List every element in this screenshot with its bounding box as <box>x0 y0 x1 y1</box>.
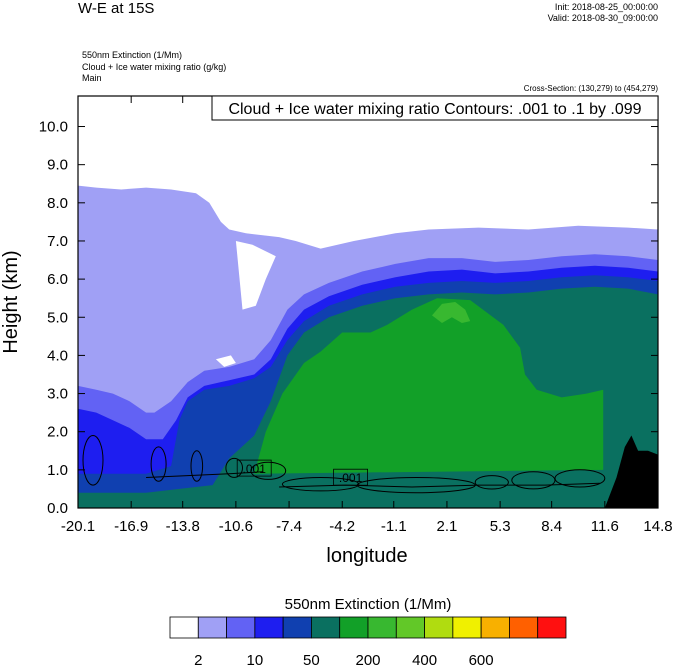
extinction-level-6 <box>254 298 604 474</box>
y-tick-label: 9.0 <box>47 157 68 174</box>
colorbar-swatch <box>282 616 312 639</box>
contour-ring-2 <box>150 446 167 482</box>
contour-ring-4 <box>225 457 243 478</box>
y-axis-ticks: 0.0 1.0 2.0 3.0 4.0 5.0 6.0 7.0 8.0 9.0 10.0 <box>39 119 658 517</box>
contour-label: .001 <box>243 462 267 476</box>
colorbar-swatch <box>424 616 454 639</box>
colorbar-tick-label: 2 <box>194 652 202 667</box>
y-tick-label: 10.0 <box>39 119 68 136</box>
contour-label-box <box>236 459 272 477</box>
colorbar-swatch <box>226 616 256 639</box>
colorbar-swatch <box>452 616 482 639</box>
y-axis-label: Height (km) <box>0 250 22 353</box>
y-tick-label: 4.0 <box>47 347 68 364</box>
x-tick-label: 14.8 <box>643 518 672 535</box>
x-tick-label: -16.9 <box>114 518 148 535</box>
init-time: Init: 2018-08-25_00:00:00 <box>555 2 658 12</box>
contour-annotation-box <box>211 95 659 121</box>
clear-region-2 <box>215 355 236 367</box>
contour-label-box <box>333 468 369 486</box>
colorbar-tick-label: 50 <box>303 652 320 667</box>
colorbar-tick-label: 10 <box>247 652 264 667</box>
x-tick-label: -7.4 <box>276 518 302 535</box>
contour-ring-6 <box>281 477 360 492</box>
extinction-fills <box>78 185 658 508</box>
colorbar-tick-label: 600 <box>469 652 494 667</box>
contour-labels: .001 .001 <box>236 459 369 486</box>
colorbar-swatch <box>254 616 284 639</box>
y-tick-label: 6.0 <box>47 271 68 288</box>
y-tick-label: 5.0 <box>47 309 68 326</box>
y-tick-label: 7.0 <box>47 233 68 250</box>
contour-line-1 <box>146 471 263 478</box>
x-tick-label: 11.6 <box>591 518 619 535</box>
field-label-mixing-ratio: Cloud + Ice water mixing ratio (g/kg) <box>82 62 226 72</box>
x-axis-label: longitude <box>326 545 407 567</box>
x-tick-label: 5.3 <box>490 518 511 535</box>
y-tick-label: 1.0 <box>47 462 68 479</box>
colorbar-tick-label: 400 <box>412 652 437 667</box>
colorbar-swatch <box>339 616 369 639</box>
contour-ring-10 <box>554 469 606 488</box>
valid-time: Valid: 2018-08-30_09:00:00 <box>548 13 658 23</box>
x-tick-label: -13.8 <box>166 518 200 535</box>
y-tick-label: 8.0 <box>47 195 68 212</box>
colorbar-tick-label: 200 <box>355 652 380 667</box>
plot-area: .001 .001 -20.1 -16.9 -13.8 -10.6 -7.4 -4.2 -1.… <box>39 95 673 535</box>
x-tick-label: 2.1 <box>437 518 458 535</box>
contour-annotation: Cloud + Ice water mixing ratio Contours:… <box>228 101 641 118</box>
colorbar-swatch <box>311 616 341 639</box>
colorbar-swatch <box>509 616 539 639</box>
colorbar-tick-labels: 2 10 50 200 400 600 <box>194 652 493 667</box>
y-tick-label: 3.0 <box>47 386 68 403</box>
colorbar <box>169 616 567 639</box>
contour-label: .001 <box>339 471 363 485</box>
y-tick-label: 0.0 <box>47 500 68 517</box>
contour-ring-1 <box>82 435 104 486</box>
field-label-main: Main <box>82 73 102 83</box>
x-axis-ticks: -20.1 -16.9 -13.8 -10.6 -7.4 -4.2 -1.1 2.1 5.3 8.… <box>61 96 673 535</box>
colorbar-swatch <box>395 616 425 639</box>
x-tick-label: -20.1 <box>61 518 95 535</box>
colorbar-swatch <box>480 616 510 639</box>
colorbar-swatch <box>169 616 199 639</box>
colorbar-swatch <box>537 616 567 639</box>
x-tick-label: -1.1 <box>381 518 407 535</box>
cross-section-label: Cross-Section: (130,279) to (454,279) <box>524 84 659 93</box>
colorbar-swatch <box>197 616 227 639</box>
clear-region-1 <box>235 241 276 310</box>
colorbar-label: 550nm Extinction (1/Mm) <box>285 596 452 613</box>
contour-ring-5 <box>250 461 287 480</box>
extinction-level-7 <box>432 302 471 323</box>
contour-ring-3 <box>190 450 204 482</box>
extinction-level-8 <box>604 435 658 508</box>
x-tick-label: -10.6 <box>219 518 253 535</box>
colorbar-swatch <box>367 616 397 639</box>
main-title: W-E at 15S <box>78 0 154 17</box>
x-tick-label: -4.2 <box>329 518 355 535</box>
y-tick-label: 2.0 <box>47 424 68 441</box>
x-tick-label: 8.4 <box>541 518 562 535</box>
contour-ring-8 <box>474 475 509 490</box>
field-label-extinction: 550nm Extinction (1/Mm) <box>82 50 182 60</box>
